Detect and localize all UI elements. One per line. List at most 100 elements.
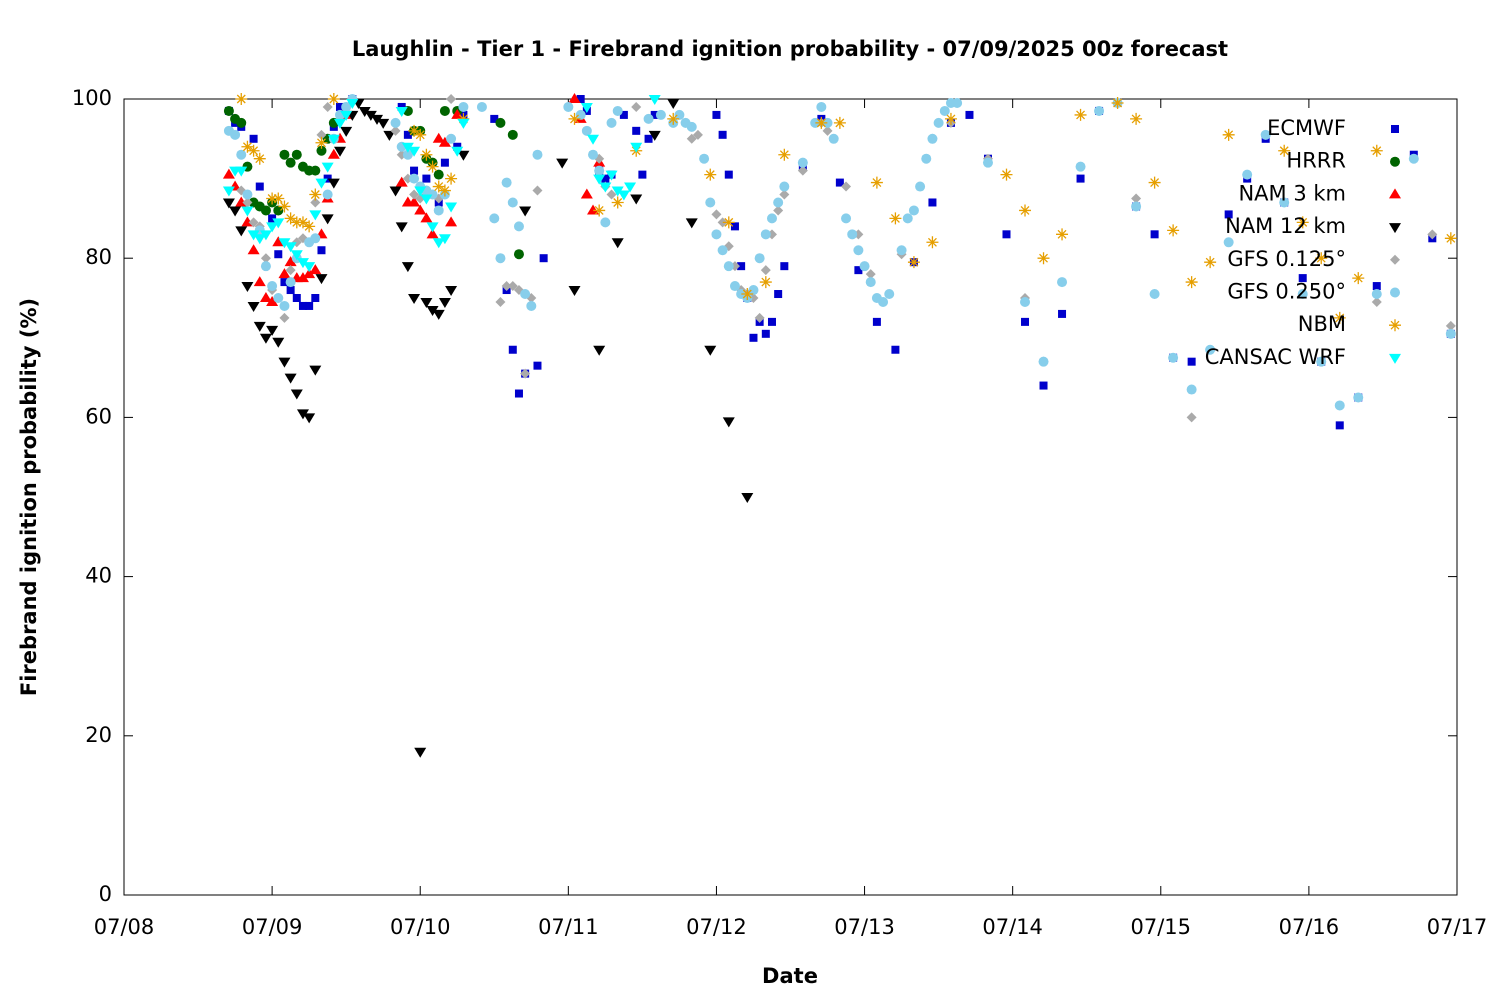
- point: [446, 133, 457, 144]
- point: [1222, 128, 1235, 141]
- point: [303, 220, 316, 233]
- point: [1074, 108, 1087, 121]
- point: [1333, 311, 1346, 324]
- point: [1131, 201, 1142, 212]
- point: [1372, 282, 1381, 291]
- point: [340, 110, 353, 121]
- point: [704, 168, 717, 181]
- point: [1279, 197, 1290, 208]
- point: [235, 226, 248, 237]
- point: [1037, 252, 1050, 265]
- point: [630, 194, 643, 205]
- point: [723, 261, 734, 272]
- x-tick-label: 07/12: [686, 915, 747, 939]
- point: [438, 136, 451, 147]
- point: [285, 277, 296, 288]
- point: [580, 102, 593, 113]
- point: [1296, 216, 1309, 229]
- point: [445, 202, 458, 213]
- point: [1297, 289, 1308, 300]
- point: [532, 185, 543, 196]
- point: [1038, 356, 1049, 367]
- point: [433, 169, 444, 180]
- point: [260, 253, 271, 264]
- point: [1223, 237, 1234, 248]
- point: [272, 337, 285, 348]
- point: [568, 112, 581, 125]
- point: [568, 286, 581, 297]
- point: [309, 210, 322, 221]
- point: [390, 117, 401, 128]
- point: [322, 189, 333, 200]
- point: [298, 301, 307, 310]
- point: [278, 200, 291, 213]
- point: [371, 114, 384, 125]
- point: [704, 345, 717, 356]
- point: [290, 250, 303, 261]
- point: [1021, 317, 1030, 326]
- point: [952, 97, 963, 108]
- point: [401, 262, 414, 273]
- point: [539, 254, 548, 263]
- point: [648, 95, 661, 105]
- plot-border: [123, 98, 1458, 896]
- point: [859, 261, 870, 272]
- point: [1168, 352, 1179, 363]
- point: [408, 146, 421, 157]
- point: [907, 256, 920, 269]
- point: [395, 106, 408, 117]
- point: [667, 112, 680, 125]
- point: [303, 262, 316, 273]
- point: [508, 345, 517, 354]
- point: [611, 186, 624, 197]
- point: [383, 130, 396, 141]
- point: [432, 238, 445, 249]
- point: [1186, 384, 1197, 395]
- point: [779, 189, 790, 200]
- point: [432, 180, 445, 193]
- point: [273, 205, 284, 216]
- point: [600, 217, 611, 228]
- point: [445, 172, 458, 185]
- point: [327, 148, 340, 159]
- point: [315, 274, 328, 285]
- point: [611, 196, 624, 209]
- point: [686, 121, 697, 132]
- point: [711, 209, 722, 220]
- point: [390, 125, 401, 136]
- point: [593, 204, 606, 217]
- point: [255, 182, 264, 191]
- point: [309, 365, 322, 376]
- point: [650, 110, 659, 119]
- point: [321, 162, 334, 173]
- point: [1039, 381, 1048, 390]
- point: [1000, 168, 1013, 181]
- point: [296, 409, 309, 420]
- y-tick-label: 0: [99, 882, 112, 906]
- point: [1094, 105, 1105, 116]
- point: [507, 281, 518, 292]
- point: [674, 109, 685, 120]
- point: [414, 204, 427, 215]
- point: [1353, 392, 1364, 403]
- point: [266, 325, 279, 336]
- point: [346, 98, 359, 109]
- point: [274, 250, 283, 259]
- point: [253, 152, 266, 165]
- point: [624, 182, 637, 193]
- point: [409, 173, 420, 184]
- x-tick-label: 07/17: [1427, 915, 1488, 939]
- point: [724, 170, 733, 179]
- point: [1335, 421, 1344, 430]
- point: [655, 109, 666, 120]
- point: [358, 106, 371, 117]
- point: [754, 253, 765, 264]
- point: [364, 110, 377, 121]
- point: [514, 389, 523, 398]
- point: [1370, 144, 1383, 157]
- point: [815, 116, 828, 129]
- point: [241, 206, 254, 217]
- point: [773, 205, 784, 216]
- point: [520, 289, 531, 300]
- point: [242, 197, 253, 208]
